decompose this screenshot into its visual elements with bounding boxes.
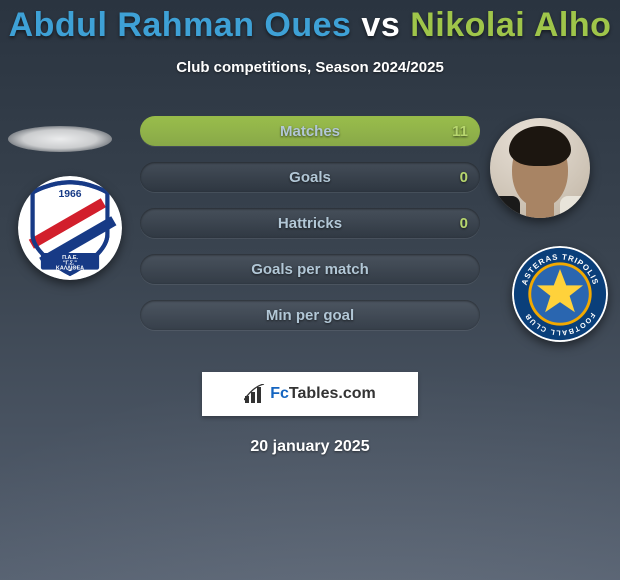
date-line: 20 january 2025 [0, 438, 620, 456]
watermark-suffix: Tables.com [289, 385, 376, 402]
bar-label-gpm: Goals per match [140, 254, 480, 284]
svg-text:ΚΑΛΛΙΘΕΑ: ΚΑΛΛΙΘΕΑ [56, 266, 84, 272]
title-player1: Abdul Rahman Oues [9, 6, 352, 44]
bar-label-mpg: Min per goal [140, 300, 480, 330]
bar-label-hattricks: Hattricks [140, 208, 480, 238]
bar-value-matches: 11 [452, 116, 468, 146]
player2-club-crest: ASTERAS TRIPOLIS FOOTBALL CLUB [512, 246, 608, 342]
bar-label-matches: Matches [140, 116, 480, 146]
bar-row-goals-per-match: Goals per match [140, 254, 480, 284]
bar-row-goals: Goals 0 [140, 162, 480, 192]
bar-row-min-per-goal: Min per goal [140, 300, 480, 330]
bar-label-goals: Goals [140, 162, 480, 192]
avatar-hair [509, 126, 571, 166]
watermark-text: FcTables.com [270, 385, 376, 403]
bar-row-matches: Matches 11 [140, 116, 480, 146]
player1-club-crest: 1966 Π.Α.Ε. "Γ.Σ." ΚΑΛΛΙΘΕΑ [18, 176, 122, 280]
avatar-shirt-left [490, 196, 520, 218]
page-title: Abdul Rahman Oues vs Nikolai Alho [0, 0, 620, 45]
bar-value-hattricks: 0 [460, 208, 468, 238]
watermark: FcTables.com [202, 372, 418, 416]
title-player2: Nikolai Alho [410, 6, 611, 44]
bar-value-goals: 0 [460, 162, 468, 192]
stats-area: 1966 Π.Α.Ε. "Γ.Σ." ΚΑΛΛΙΘΕΑ [0, 116, 620, 366]
watermark-prefix: Fc [270, 385, 289, 402]
kallithea-crest-icon: 1966 Π.Α.Ε. "Γ.Σ." ΚΑΛΛΙΘΕΑ [18, 176, 122, 280]
subtitle: Club competitions, Season 2024/2025 [0, 59, 620, 76]
bar-row-hattricks: Hattricks 0 [140, 208, 480, 238]
stat-bars: Matches 11 Goals 0 Hattricks 0 Goals per… [140, 116, 480, 346]
asteras-crest-icon: ASTERAS TRIPOLIS FOOTBALL CLUB [512, 246, 608, 342]
svg-text:1966: 1966 [58, 189, 81, 200]
avatar-shirt-right [560, 196, 590, 218]
player2-avatar [490, 118, 590, 218]
bar-chart-icon [244, 384, 266, 404]
title-vs: vs [361, 6, 400, 44]
player1-avatar-placeholder [8, 126, 112, 152]
